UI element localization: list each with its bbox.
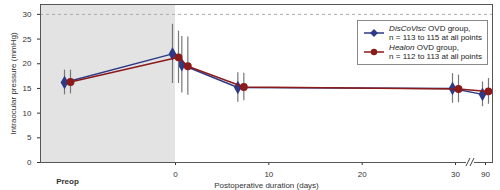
html-text:Healon OVD group,: Healon OVD group, — [389, 43, 459, 52]
svg-text:15: 15 — [23, 84, 32, 93]
html-text:DisCoVisc OVD group,: DisCoVisc OVD group, — [389, 24, 471, 33]
svg-text:0: 0 — [27, 158, 32, 167]
svg-text:90: 90 — [481, 170, 490, 179]
svg-text:30: 30 — [23, 10, 32, 19]
svg-text:0: 0 — [173, 170, 178, 179]
svg-text:30: 30 — [451, 170, 460, 179]
svg-text:Preop: Preop — [56, 177, 79, 186]
svg-text:10: 10 — [264, 170, 273, 179]
html-text:n = 112 to 113 at all points: n = 112 to 113 at all points — [389, 52, 482, 61]
svg-text:Postoperative duration (days): Postoperative duration (days) — [214, 181, 319, 190]
html-text:n = 113 to 115 at all points: n = 113 to 115 at all points — [389, 33, 482, 42]
svg-text:20: 20 — [358, 170, 367, 179]
svg-text:25: 25 — [23, 35, 32, 44]
svg-text:20: 20 — [23, 59, 32, 68]
svg-text:5: 5 — [27, 133, 32, 142]
svg-text:Intraocular pressure (mmHg): Intraocular pressure (mmHg) — [9, 32, 18, 135]
svg-text:10: 10 — [23, 109, 32, 118]
